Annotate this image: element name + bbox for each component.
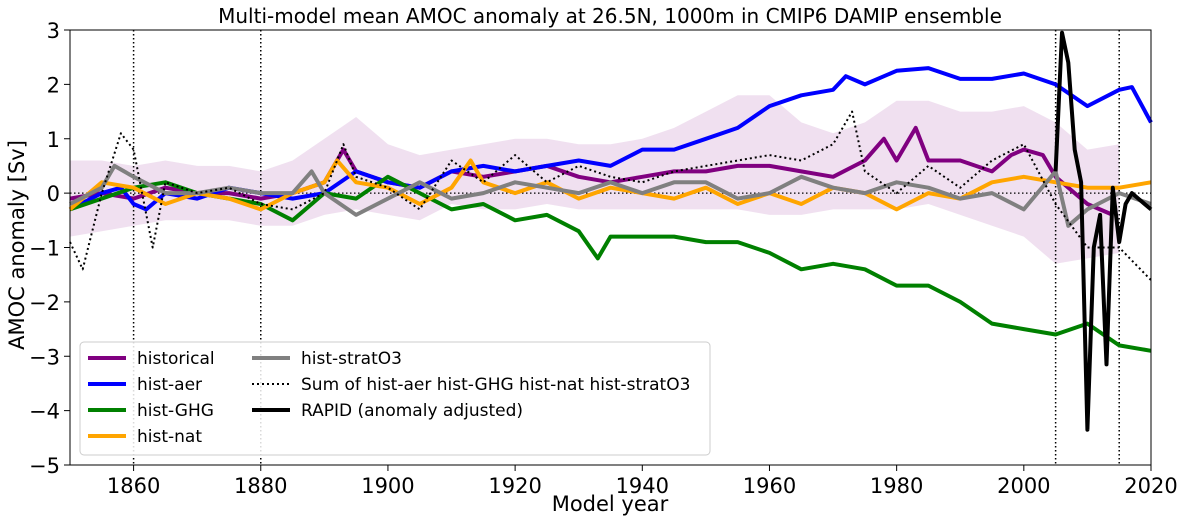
y-tick-label-4: −1	[29, 237, 60, 261]
legend-label-sum-of-hist-aer-hist-ghg-hist-nat-hist-strato3: Sum of hist-aer hist-GHG hist-nat hist-s…	[301, 375, 690, 395]
x-ticks: 1860 1880 1900 1920 1940 1960 1980 2000 2020	[107, 465, 1178, 498]
y-tick-label-5: −2	[29, 291, 60, 315]
legend-label-hist-ghg: hist-GHG	[137, 401, 214, 421]
legend: historical hist-aer hist-GHG hist-nat hist-s…	[79, 341, 711, 456]
series-line-hist-strato3	[69, 163, 1152, 228]
x-tick-label-1960: 1960	[743, 474, 796, 498]
y-tick-label-7: −4	[29, 400, 60, 424]
y-tick-label-0: 3	[47, 19, 60, 43]
y-tick-label-8: −5	[29, 454, 60, 478]
series-line-sum-of-hist-aer-hist-ghg-hist-nat-hist-strato3	[69, 110, 1152, 281]
x-tick-label-1940: 1940	[616, 474, 669, 498]
x-axis-label: Model year	[552, 492, 669, 516]
chart-title: Multi-model mean AMOC anomaly at 26.5N, …	[218, 4, 1002, 28]
legend-label-historical: historical	[137, 349, 215, 369]
legend-box	[79, 341, 711, 456]
series-line-hist-ghg	[69, 174, 1152, 353]
legend-label-hist-nat: hist-nat	[137, 427, 202, 447]
series-line-rapid-anomaly-adjusted	[1053, 30, 1153, 432]
legend-label-hist-strato3: hist-stratO3	[301, 349, 402, 369]
y-tick-label-1: 2	[47, 73, 60, 97]
series-layer	[68, 30, 1153, 432]
legend-label-rapid-anomaly-adjusted: RAPID (anomaly adjusted)	[301, 401, 523, 421]
x-tick-label-1980: 1980	[870, 474, 923, 498]
x-tick-label-1880: 1880	[234, 474, 287, 498]
x-tick-label-1900: 1900	[361, 474, 414, 498]
y-ticks: 3 2 1 0 −1 −2 −3 −4 −5	[29, 19, 70, 478]
x-tick-label-2000: 2000	[997, 474, 1050, 498]
y-tick-label-3: 0	[47, 182, 60, 206]
legend-label-hist-aer: hist-aer	[137, 375, 202, 395]
y-tick-label-2: 1	[47, 128, 60, 152]
x-tick-label-1920: 1920	[488, 474, 541, 498]
y-axis-label: AMOC anomaly [Sv]	[5, 140, 29, 350]
x-tick-label-2020: 2020	[1124, 474, 1177, 498]
y-tick-label-6: −3	[29, 345, 60, 369]
x-tick-label-1860: 1860	[107, 474, 160, 498]
